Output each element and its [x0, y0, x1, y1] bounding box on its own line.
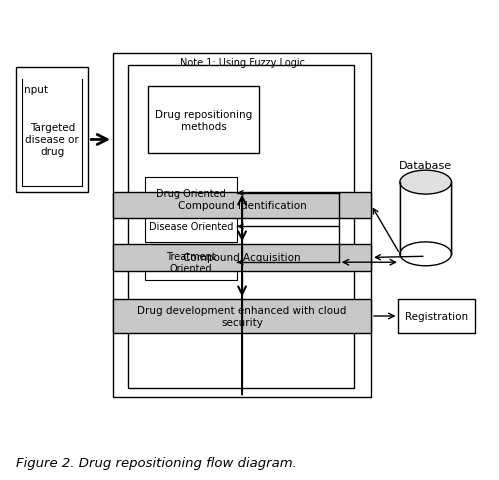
FancyBboxPatch shape [113, 245, 371, 271]
FancyBboxPatch shape [113, 54, 371, 397]
Text: Compound Acquisition: Compound Acquisition [183, 253, 301, 263]
Text: Drug development enhanced with cloud
security: Drug development enhanced with cloud sec… [137, 306, 347, 327]
Text: Drug repositioning
methods: Drug repositioning methods [155, 110, 252, 132]
Text: Figure 2. Drug repositioning flow diagram.: Figure 2. Drug repositioning flow diagra… [16, 456, 297, 469]
FancyBboxPatch shape [400, 183, 452, 254]
Ellipse shape [400, 242, 452, 266]
FancyBboxPatch shape [16, 68, 88, 192]
FancyBboxPatch shape [113, 192, 371, 218]
Text: Input: Input [21, 85, 48, 95]
Text: Note 1: Using Fuzzy Logic: Note 1: Using Fuzzy Logic [180, 58, 304, 68]
FancyBboxPatch shape [113, 300, 371, 333]
Ellipse shape [400, 171, 452, 195]
FancyBboxPatch shape [145, 178, 237, 209]
Text: Registration: Registration [405, 312, 469, 321]
FancyBboxPatch shape [128, 66, 354, 388]
Text: Targeted
disease or
drug: Targeted disease or drug [25, 123, 79, 156]
Text: Database: Database [399, 161, 452, 171]
Text: Disease Oriented: Disease Oriented [149, 222, 234, 232]
Text: Compound Identification: Compound Identification [178, 201, 306, 210]
FancyBboxPatch shape [145, 211, 237, 242]
Text: Treatment
Oriented: Treatment Oriented [166, 252, 216, 274]
FancyBboxPatch shape [148, 87, 259, 154]
FancyBboxPatch shape [145, 245, 237, 281]
Text: Drug Oriented: Drug Oriented [156, 189, 226, 198]
FancyBboxPatch shape [398, 300, 475, 333]
